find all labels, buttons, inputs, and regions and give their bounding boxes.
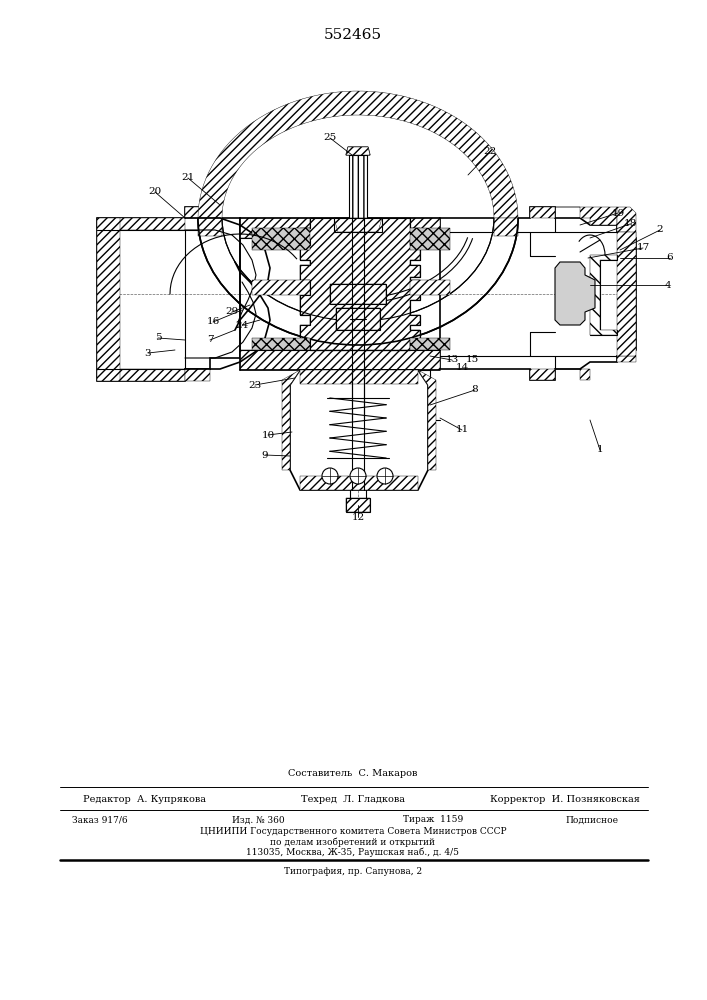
Polygon shape [334, 218, 382, 232]
Text: 11: 11 [455, 426, 469, 434]
Polygon shape [290, 370, 428, 490]
Polygon shape [252, 228, 310, 250]
Polygon shape [240, 350, 440, 370]
Polygon shape [418, 370, 436, 470]
Polygon shape [555, 262, 595, 325]
Text: 14: 14 [455, 362, 469, 371]
Text: 22: 22 [484, 147, 496, 156]
Text: 25: 25 [323, 133, 337, 142]
Text: ЦНИИПИ Государственного комитета Совета Министров СССР: ЦНИИПИ Государственного комитета Совета … [199, 828, 506, 836]
Text: 6: 6 [667, 253, 673, 262]
Text: Подписное: Подписное [566, 816, 619, 824]
Polygon shape [330, 284, 386, 304]
Text: 16: 16 [206, 318, 220, 326]
Text: 2: 2 [657, 226, 663, 234]
Bar [334, 218, 382, 232]
Polygon shape [440, 207, 636, 380]
Bar [336, 308, 380, 330]
Polygon shape [300, 218, 420, 350]
Polygon shape [494, 218, 518, 236]
Polygon shape [97, 218, 185, 230]
Text: 29: 29 [226, 308, 239, 316]
Bar [349, 155, 367, 218]
Text: 3: 3 [145, 349, 151, 358]
Polygon shape [97, 369, 185, 381]
Polygon shape [198, 218, 222, 236]
Text: Типография, пр. Сапунова, 2: Типография, пр. Сапунова, 2 [284, 867, 422, 876]
Polygon shape [252, 280, 310, 295]
Text: Тираж  1159: Тираж 1159 [403, 816, 463, 824]
Text: 12: 12 [351, 512, 365, 522]
Polygon shape [530, 207, 555, 218]
Polygon shape [617, 232, 636, 356]
Text: Техред  Л. Гладкова: Техред Л. Гладкова [301, 796, 405, 804]
Bar [346, 498, 370, 512]
Text: 23: 23 [248, 380, 262, 389]
Polygon shape [530, 369, 555, 380]
Polygon shape [198, 91, 518, 218]
Polygon shape [300, 476, 418, 490]
Text: 113035, Москва, Ж-35, Раушская наб., д. 4/5: 113035, Москва, Ж-35, Раушская наб., д. … [247, 847, 460, 857]
Polygon shape [410, 338, 450, 350]
Polygon shape [300, 218, 420, 350]
Text: Корректор  И. Позняковская: Корректор И. Позняковская [490, 796, 640, 804]
Polygon shape [97, 218, 120, 381]
Circle shape [350, 468, 366, 484]
Polygon shape [590, 255, 617, 335]
Text: 552465: 552465 [324, 28, 382, 42]
Text: 7: 7 [206, 336, 214, 344]
Text: 13: 13 [445, 356, 459, 364]
Polygon shape [336, 308, 380, 330]
Polygon shape [555, 369, 590, 380]
Polygon shape [185, 207, 210, 218]
Text: 17: 17 [636, 243, 650, 252]
Text: 5: 5 [155, 334, 161, 342]
Text: 10: 10 [262, 430, 274, 440]
Polygon shape [97, 207, 240, 381]
Text: Изд. № 360: Изд. № 360 [232, 816, 284, 824]
Text: 24: 24 [235, 320, 249, 330]
Bar [330, 284, 386, 304]
Text: по делам изобретений и открытий: по делам изобретений и открытий [271, 837, 436, 847]
Text: 1: 1 [597, 446, 603, 454]
Text: Составитель  С. Макаров: Составитель С. Макаров [288, 768, 418, 778]
Circle shape [377, 468, 393, 484]
Text: 21: 21 [182, 174, 194, 182]
Text: 4: 4 [665, 280, 672, 290]
Circle shape [322, 468, 338, 484]
Polygon shape [185, 369, 210, 381]
Polygon shape [282, 370, 300, 470]
Polygon shape [410, 228, 450, 250]
Polygon shape [240, 218, 440, 238]
Polygon shape [617, 356, 636, 362]
Polygon shape [617, 207, 636, 238]
Polygon shape [252, 338, 310, 350]
Polygon shape [590, 255, 617, 335]
Text: 18: 18 [624, 220, 636, 229]
Polygon shape [349, 155, 367, 218]
Polygon shape [555, 207, 617, 225]
Text: Редактор  А. Купрякова: Редактор А. Купрякова [83, 796, 206, 804]
Text: 20: 20 [148, 188, 162, 196]
Text: 19: 19 [612, 209, 624, 218]
Polygon shape [346, 147, 370, 155]
Text: 9: 9 [262, 450, 269, 460]
Text: 8: 8 [472, 385, 479, 394]
Text: 15: 15 [465, 356, 479, 364]
Polygon shape [300, 370, 418, 384]
Polygon shape [346, 498, 370, 512]
Text: Заказ 917/6: Заказ 917/6 [72, 816, 128, 824]
Polygon shape [410, 280, 450, 295]
Polygon shape [346, 147, 370, 155]
